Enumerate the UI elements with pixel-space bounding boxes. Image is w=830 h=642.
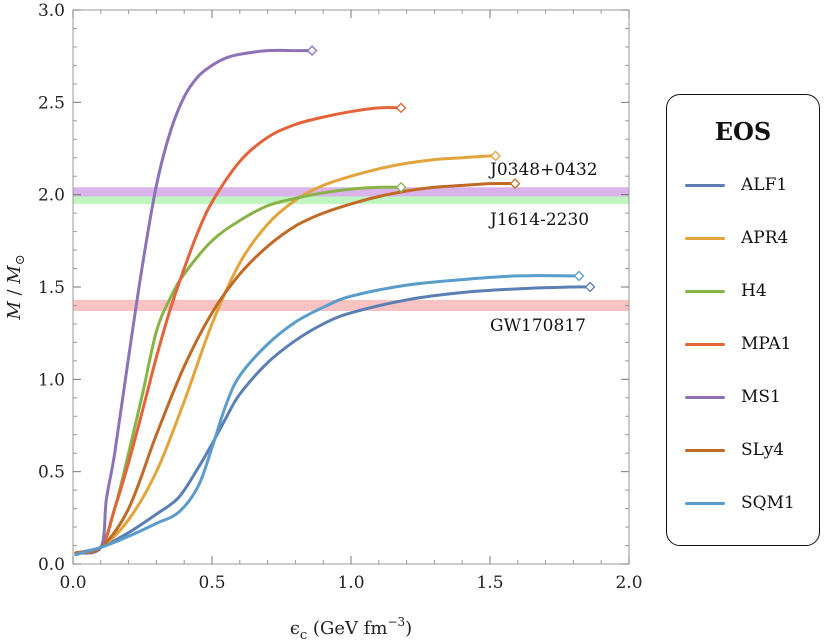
legend-swatch xyxy=(685,342,725,346)
x-tick-label: 0.0 xyxy=(59,573,86,593)
max-mass-marker-h4 xyxy=(395,181,407,193)
x-tick-label: 2.0 xyxy=(615,573,642,593)
y-tick-label: 1.5 xyxy=(38,278,65,298)
series-line-h4 xyxy=(74,185,403,555)
band-gw170817 xyxy=(73,299,629,312)
y-tick-label: 0.5 xyxy=(38,463,65,483)
legend-swatch xyxy=(685,289,725,293)
band-j1614-2230 xyxy=(73,196,629,204)
max-mass-marker-apr4 xyxy=(490,150,501,162)
legend-swatch xyxy=(685,501,725,505)
band-label-gw170817: GW170817 xyxy=(490,316,586,336)
x-tick-label: 1.0 xyxy=(337,573,364,593)
legend-swatch xyxy=(685,183,725,187)
series-line-sqm1 xyxy=(74,274,581,557)
max-mass-marker-ms1 xyxy=(306,45,318,57)
series-line-apr4 xyxy=(74,154,498,555)
legend-label: SQM1 xyxy=(741,493,795,513)
series-line-alf1 xyxy=(74,285,592,555)
legend-label: APR4 xyxy=(741,228,789,248)
max-mass-marker-mpa1 xyxy=(395,102,407,114)
max-mass-marker-alf1 xyxy=(584,281,596,293)
y-tick-label: 2.5 xyxy=(38,93,65,113)
legend-item-mpa1: MPA1 xyxy=(685,332,791,356)
legend-label: ALF1 xyxy=(741,175,788,195)
legend-item-alf1: ALF1 xyxy=(685,173,787,197)
legend-item-h4: H4 xyxy=(685,279,767,303)
band-j0348-0432 xyxy=(73,187,629,197)
legend-label: MPA1 xyxy=(741,334,792,354)
max-mass-marker-sqm1 xyxy=(573,270,585,282)
legend: EOS ALF1 APR4 H4 MPA1 MS1 SLy4 SQM1 xyxy=(666,94,820,546)
band-label-j1614-2230: J1614-2230 xyxy=(488,210,589,230)
legend-label: MS1 xyxy=(741,387,781,407)
x-axis-title: ϵc (GeV fm−3) xyxy=(290,615,412,642)
legend-swatch xyxy=(685,395,725,399)
legend-swatch xyxy=(685,448,725,452)
band-labels: J0348+0432 J1614-2230 GW170817 xyxy=(488,160,598,336)
max-mass-markers xyxy=(306,45,596,293)
y-axis-title: M / M⊙ xyxy=(4,254,28,320)
y-tick-label: 2.0 xyxy=(38,186,65,206)
legend-item-sly4: SLy4 xyxy=(685,438,784,462)
legend-item-sqm1: SQM1 xyxy=(685,491,795,515)
max-mass-marker-sly4 xyxy=(509,178,521,190)
axis-ticks: 0.0 0.5 1.0 1.5 2.0 0.0 0.5 1.0 1.5 2.0 2.5 3.0 xyxy=(38,1,643,593)
legend-label: H4 xyxy=(741,281,767,301)
series-line-ms1 xyxy=(74,48,314,555)
legend-title: EOS xyxy=(714,117,772,146)
y-tick-label: 1.0 xyxy=(38,370,65,390)
series-line-mpa1 xyxy=(74,106,403,555)
legend-item-apr4: APR4 xyxy=(685,226,788,250)
y-tick-label: 0.0 xyxy=(38,555,65,575)
observation-bands xyxy=(73,187,629,312)
eos-curves xyxy=(74,48,592,557)
legend-label: SLy4 xyxy=(741,440,785,460)
x-tick-label: 0.5 xyxy=(198,573,225,593)
legend-item-ms1: MS1 xyxy=(685,385,781,409)
y-tick-label: 3.0 xyxy=(38,1,65,21)
series-line-sly4 xyxy=(74,181,517,555)
legend-swatch xyxy=(685,236,725,240)
band-label-j0348-0432: J0348+0432 xyxy=(488,160,598,180)
x-tick-label: 1.5 xyxy=(476,573,503,593)
